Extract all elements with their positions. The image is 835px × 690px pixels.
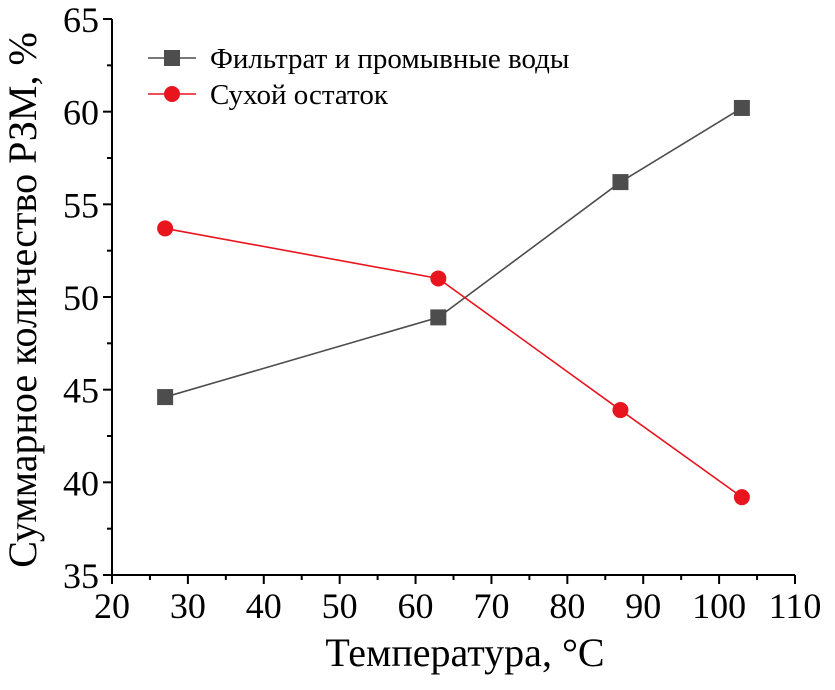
series-line-0 <box>164 107 743 398</box>
x-tick-label: 90 <box>625 586 661 626</box>
x-tick-label: 110 <box>769 586 822 626</box>
legend-marker-square <box>164 50 180 66</box>
x-ticks: 20 30 40 50 60 70 80 90 100 110 <box>94 575 821 626</box>
data-point-circle <box>612 402 629 419</box>
x-axis-title: Температура, °C <box>325 630 604 675</box>
y-tick-label: 60 <box>63 93 99 133</box>
series-layer <box>157 99 750 506</box>
data-point-circle <box>733 489 750 506</box>
y-tick-label: 45 <box>63 371 99 411</box>
legend-marker-circle <box>164 86 180 102</box>
y-tick-label: 40 <box>63 463 99 503</box>
y-tick-label: 65 <box>63 0 99 40</box>
legend-label-filtrate: Фильтрат и промывные воды <box>210 43 569 75</box>
data-point-circle <box>157 220 174 237</box>
data-point-square <box>430 309 447 326</box>
x-tick-label: 60 <box>398 586 434 626</box>
x-tick-label: 40 <box>246 586 282 626</box>
data-point-square <box>733 99 750 116</box>
legend-item-filtrate: Фильтрат и промывные воды <box>148 43 569 75</box>
x-tick-label: 50 <box>322 586 358 626</box>
series-line-1 <box>164 227 743 498</box>
x-tick-label: 100 <box>692 586 746 626</box>
y-axis-title: Суммарное количество РЗМ, % <box>0 32 45 568</box>
y-ticks: 35 40 45 50 55 60 65 <box>63 0 112 596</box>
y-tick-label: 35 <box>63 556 99 596</box>
x-tick-label: 30 <box>170 586 206 626</box>
x-tick-label: 20 <box>94 586 130 626</box>
legend: Фильтрат и промывные воды Сухой остаток <box>148 43 569 111</box>
legend-item-residue: Сухой остаток <box>148 79 389 111</box>
data-point-square <box>612 174 629 191</box>
data-point-circle <box>430 270 447 287</box>
y-tick-label: 50 <box>63 278 99 318</box>
data-point-square <box>157 389 174 406</box>
y-tick-label: 55 <box>63 185 99 225</box>
legend-label-residue: Сухой остаток <box>210 79 389 111</box>
x-tick-label: 80 <box>549 586 585 626</box>
x-tick-label: 70 <box>473 586 509 626</box>
